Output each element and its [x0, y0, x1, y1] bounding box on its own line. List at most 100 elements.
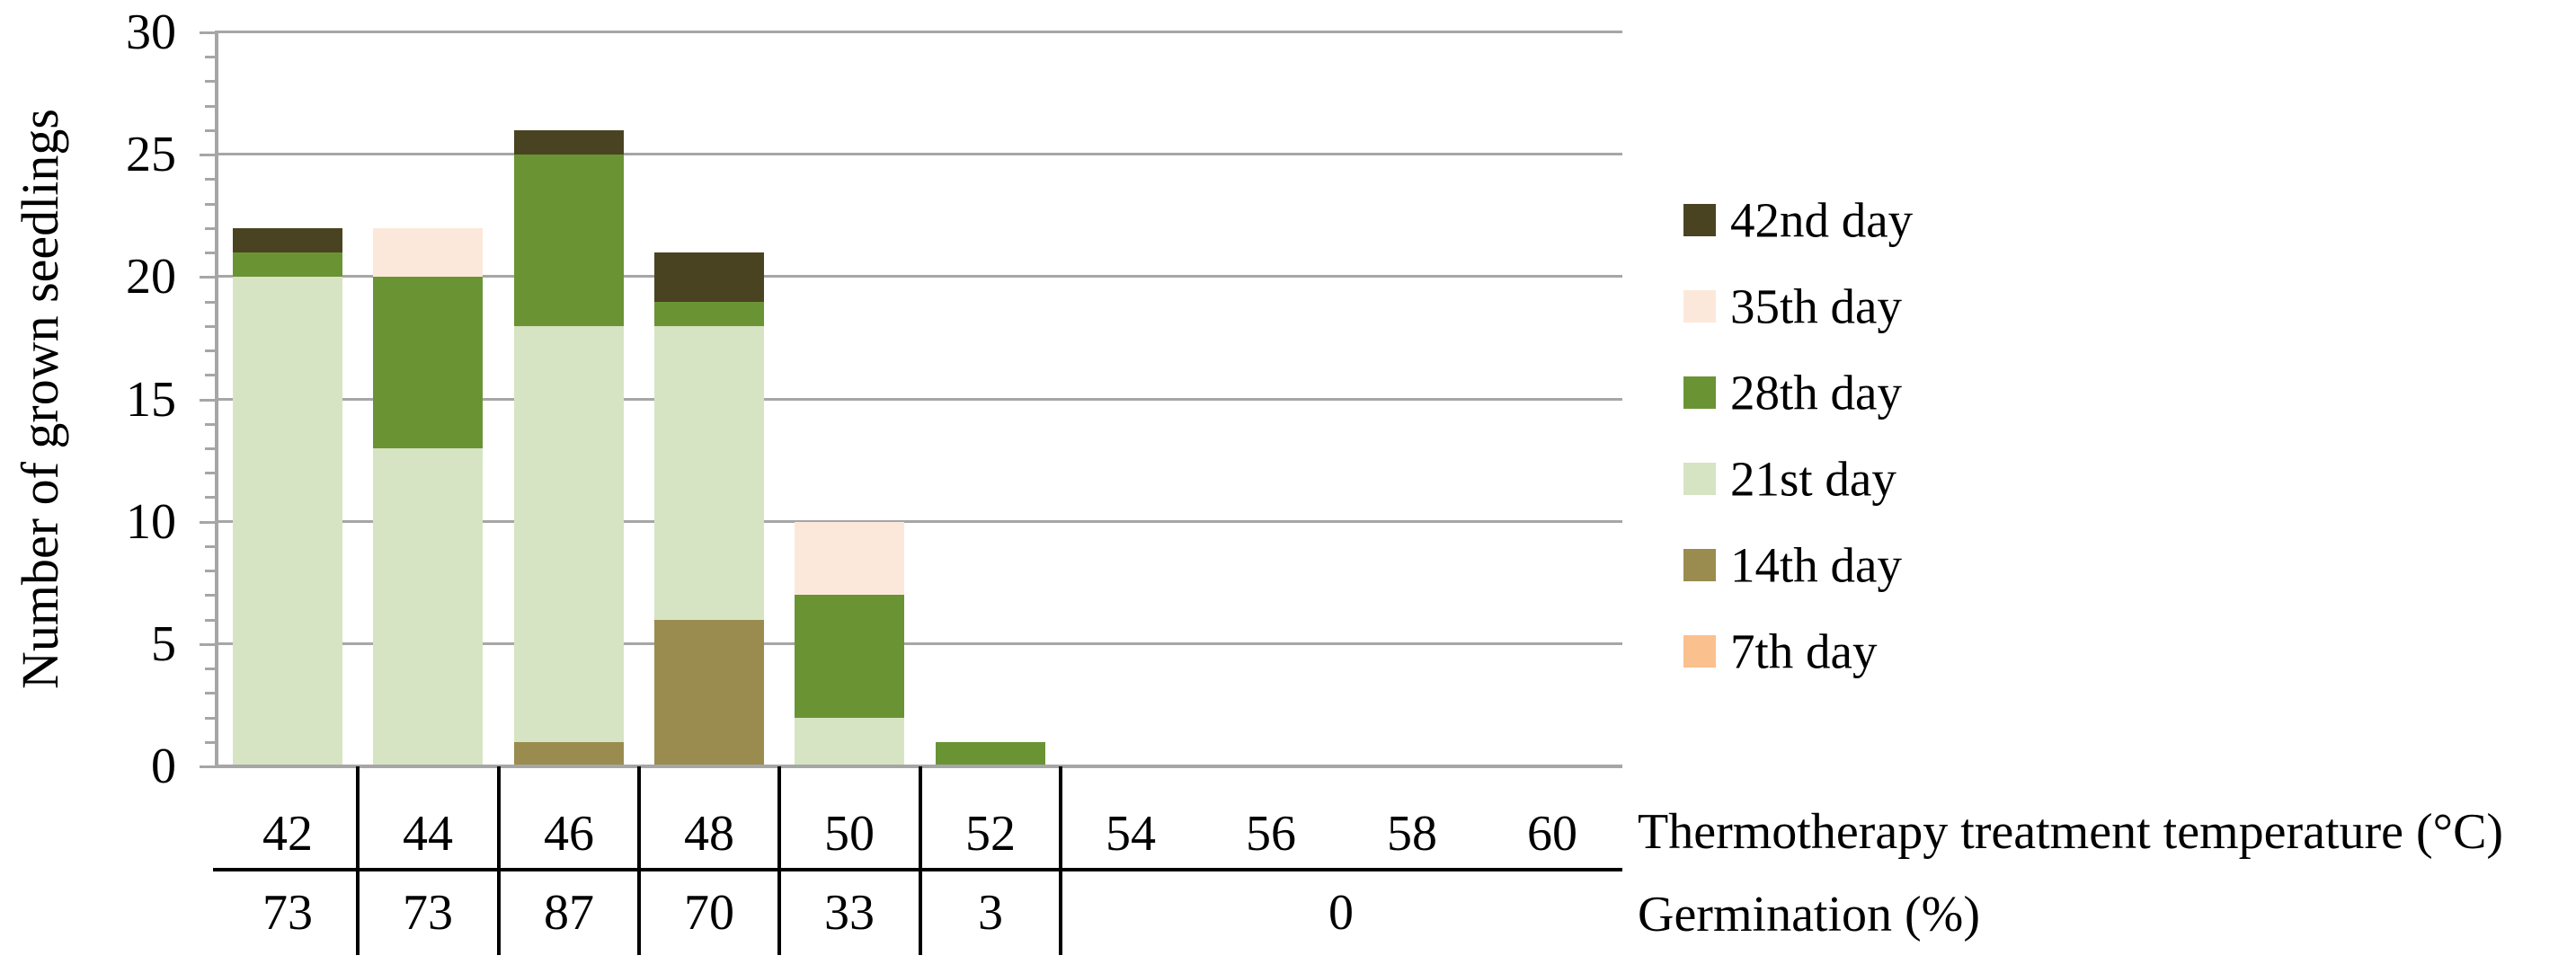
legend-item-42nd-day: 42nd day: [1683, 177, 2133, 263]
bar-segment-14th-day-at-48: [654, 620, 764, 766]
y-minor-tick: [205, 668, 218, 670]
legend-label: 7th day: [1730, 624, 1878, 679]
y-tick-label-25: 25: [126, 127, 176, 182]
y-major-tick: [200, 276, 218, 279]
gridline: [218, 31, 1622, 33]
temperature-label-50: 50: [824, 806, 875, 862]
y-tick-label-5: 5: [151, 616, 176, 672]
y-minor-tick: [205, 349, 218, 352]
germination-value-33: 33: [824, 885, 875, 941]
y-minor-tick: [205, 570, 218, 572]
bar-segment-21st-day-at-50: [795, 718, 904, 766]
legend-item-7th-day: 7th day: [1683, 608, 2133, 694]
legend-swatch-42nd-day: [1683, 204, 1716, 236]
y-major-tick: [200, 765, 218, 768]
bar-segment-35th-day-at-44: [373, 228, 483, 277]
table-divider: [777, 766, 781, 955]
table-divider: [919, 766, 922, 955]
temperature-label-54: 54: [1106, 806, 1156, 862]
germination-value-3: 3: [978, 885, 1003, 941]
bar-segment-28th-day-at-44: [373, 277, 483, 448]
temperature-label-60: 60: [1527, 806, 1577, 862]
bar-segment-21st-day-at-46: [514, 326, 624, 742]
y-minor-tick: [205, 252, 218, 254]
bar-segment-21st-day-at-42: [233, 277, 342, 766]
temperature-label-44: 44: [403, 806, 453, 862]
bar-segment-28th-day-at-50: [795, 595, 904, 718]
y-minor-tick: [205, 545, 218, 548]
y-major-tick: [200, 399, 218, 402]
y-major-tick: [200, 154, 218, 156]
legend-item-35th-day: 35th day: [1683, 263, 2133, 349]
y-minor-tick: [205, 447, 218, 450]
y-minor-tick: [205, 374, 218, 376]
legend-label: 21st day: [1730, 451, 1896, 507]
y-minor-tick: [205, 594, 218, 597]
legend-item-14th-day: 14th day: [1683, 522, 2133, 608]
y-minor-tick: [205, 423, 218, 426]
y-minor-tick: [205, 496, 218, 499]
temperature-label-42: 42: [262, 806, 313, 862]
legend-label: 14th day: [1730, 537, 1902, 593]
y-tick-label-0: 0: [151, 739, 176, 794]
legend-label: 35th day: [1730, 279, 1902, 334]
temperature-label-46: 46: [544, 806, 594, 862]
y-minor-tick: [205, 301, 218, 304]
legend-swatch-28th-day: [1683, 376, 1716, 409]
legend-item-21st-day: 21st day: [1683, 436, 2133, 522]
temperature-label-58: 58: [1387, 806, 1437, 862]
bar-segment-21st-day-at-44: [373, 448, 483, 766]
y-minor-tick: [205, 472, 218, 474]
y-major-tick: [200, 521, 218, 524]
gridline: [218, 642, 1622, 645]
table-divider: [637, 766, 641, 955]
y-minor-tick: [205, 129, 218, 132]
y-tick-label-15: 15: [126, 372, 176, 428]
y-tick-label-20: 20: [126, 249, 176, 305]
gridline: [218, 275, 1622, 278]
bar-segment-42nd-day-at-42: [233, 228, 342, 252]
germination-value-70: 70: [684, 885, 734, 941]
x-axis-title-temperature: Thermotherapy treatment temperature (°C): [1638, 804, 2504, 860]
legend-label: 42nd day: [1730, 192, 1914, 248]
legend-label: 28th day: [1730, 365, 1902, 420]
x-axis-title-germination: Germination (%): [1638, 887, 1980, 942]
y-tick-label-30: 30: [126, 4, 176, 60]
legend-item-28th-day: 28th day: [1683, 349, 2133, 436]
table-divider: [356, 766, 360, 955]
table-divider: [1059, 766, 1062, 955]
legend-swatch-35th-day: [1683, 290, 1716, 323]
table-row-separator: [213, 868, 1622, 871]
y-minor-tick: [205, 741, 218, 744]
legend-swatch-21st-day: [1683, 463, 1716, 495]
temperature-label-56: 56: [1246, 806, 1296, 862]
bar-segment-28th-day-at-52: [936, 742, 1045, 766]
y-minor-tick: [205, 619, 218, 622]
y-minor-tick: [205, 178, 218, 181]
gridline: [218, 520, 1622, 523]
y-minor-tick: [205, 105, 218, 108]
bar-segment-14th-day-at-46: [514, 742, 624, 766]
legend-swatch-7th-day: [1683, 635, 1716, 668]
bar-segment-42nd-day-at-48: [654, 252, 764, 302]
y-minor-tick: [205, 717, 218, 720]
y-tick-label-10: 10: [126, 494, 176, 550]
bar-segment-28th-day-at-48: [654, 302, 764, 326]
temperature-label-48: 48: [684, 806, 734, 862]
germination-value-87: 87: [544, 885, 594, 941]
bar-segment-21st-day-at-48: [654, 326, 764, 620]
bar-segment-35th-day-at-50: [795, 522, 904, 595]
y-minor-tick: [205, 56, 218, 58]
temperature-label-52: 52: [965, 806, 1016, 862]
table-divider: [497, 766, 501, 955]
y-major-tick: [200, 31, 218, 34]
germination-value-73: 73: [403, 885, 453, 941]
y-minor-tick: [205, 203, 218, 206]
bar-segment-28th-day-at-42: [233, 252, 342, 277]
y-minor-tick: [205, 80, 218, 83]
y-minor-tick: [205, 227, 218, 230]
bar-segment-42nd-day-at-46: [514, 130, 624, 155]
y-minor-tick: [205, 325, 218, 328]
germination-value-73: 73: [262, 885, 313, 941]
